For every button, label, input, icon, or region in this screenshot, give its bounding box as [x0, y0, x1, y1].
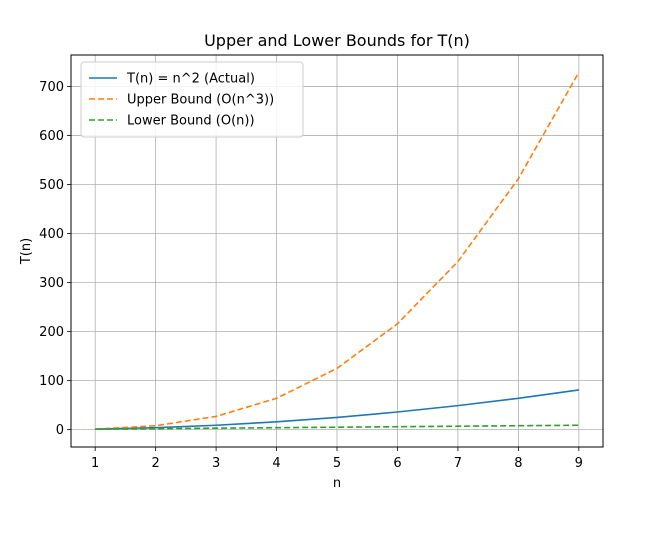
y-tick-label: 700 [39, 80, 64, 95]
x-axis: 1 2 3 4 5 6 7 8 9 [91, 447, 583, 471]
y-tick-label: 0 [56, 423, 64, 438]
legend-label: Upper Bound (O(n^3)) [127, 93, 274, 108]
x-tick-label: 8 [514, 456, 522, 471]
legend-box [80, 61, 304, 138]
x-tick-label: 5 [333, 456, 341, 471]
x-tick-label: 6 [393, 456, 401, 471]
x-tick-label: 1 [91, 456, 99, 471]
y-tick-label: 300 [39, 276, 64, 291]
x-tick-label: 4 [272, 456, 280, 471]
y-tick-label: 500 [39, 178, 64, 193]
y-axis-label: T(n) [19, 238, 34, 265]
chart-title: Upper and Lower Bounds for T(n) [204, 31, 470, 50]
series-layer [95, 71, 580, 430]
series-line-1 [95, 389, 579, 430]
legend: T(n) = n^2 (Actual) Upper Bound (O(n^3)) L… [80, 61, 304, 138]
y-axis: 0 100 200 300 400 500 600 700 [39, 80, 71, 438]
x-tick-label: 9 [575, 456, 583, 471]
x-tick-label: 7 [454, 456, 462, 471]
y-tick-label: 100 [39, 374, 64, 389]
y-tick-label: 400 [39, 227, 64, 242]
legend-label: T(n) = n^2 (Actual) [126, 72, 255, 87]
x-tick-label: 3 [212, 456, 220, 471]
y-tick-label: 600 [39, 129, 64, 144]
x-tick-label: 2 [151, 456, 159, 471]
y-tick-label: 200 [39, 325, 64, 340]
legend-label: Lower Bound (O(n)) [127, 114, 255, 129]
x-axis-label: n [333, 476, 341, 491]
series-line-2 [95, 71, 580, 430]
